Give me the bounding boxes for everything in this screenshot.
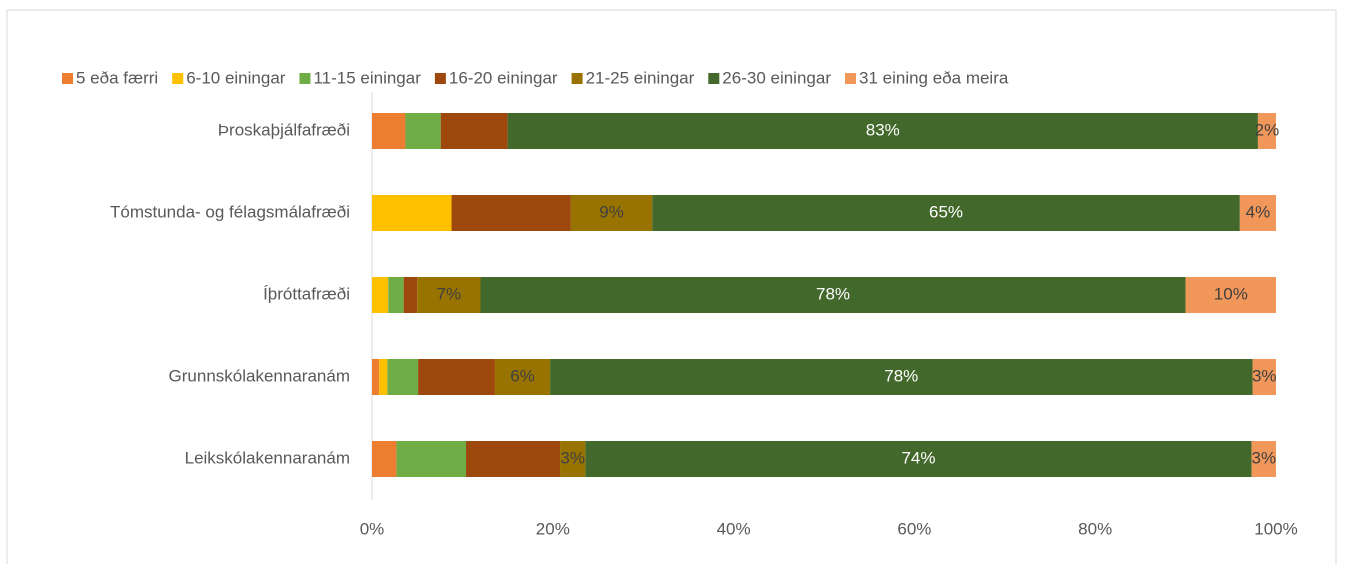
bar-segment [405, 113, 441, 149]
bar-segment [1257, 113, 1276, 149]
data-label: 83% [866, 120, 900, 139]
data-label: 3% [1252, 448, 1277, 467]
data-label: 10% [1214, 284, 1248, 303]
data-label: 7% [437, 284, 462, 303]
legend-swatch [434, 73, 446, 84]
bar-segment [1251, 441, 1276, 477]
y-tick-label: Grunnskólakennaranám [169, 366, 350, 385]
bar-segment [585, 441, 1252, 477]
legend-label: 5 eða færri [76, 68, 158, 87]
y-tick-label: Íþróttafræði [263, 284, 350, 303]
legend-label: 31 eining eða meira [859, 68, 1009, 87]
bar-segment [1185, 277, 1276, 313]
legend-swatch [845, 73, 856, 84]
bar-segment [440, 113, 508, 149]
bar-segment [396, 441, 467, 477]
data-label: 4% [1246, 202, 1271, 221]
legend-swatch [299, 73, 311, 84]
bar-segment [466, 441, 561, 477]
data-label: 9% [599, 202, 624, 221]
x-tick-label: 60% [897, 519, 931, 538]
y-tick-label: Tómstunda- og félagsmálafræði [110, 202, 350, 221]
data-label: 2% [1255, 120, 1280, 139]
bar-segment [507, 113, 1258, 149]
bar-segment [570, 195, 653, 231]
y-tick-label: Þroskaþjálfafræði [218, 120, 350, 139]
bar-segment [418, 359, 495, 395]
x-tick-label: 80% [1078, 519, 1112, 538]
legend-label: 6-10 einingar [186, 68, 286, 87]
data-label: 78% [884, 366, 918, 385]
data-label: 78% [816, 284, 850, 303]
bar-segment [387, 359, 419, 395]
data-label: 3% [1252, 366, 1277, 385]
data-label: 6% [510, 366, 535, 385]
bar-segment [480, 277, 1186, 313]
bar-segment [372, 195, 452, 231]
legend-swatch [172, 73, 184, 84]
x-tick-label: 20% [536, 519, 570, 538]
x-tick-label: 0% [360, 519, 385, 538]
legend-label: 16-20 einingar [449, 68, 558, 87]
bar-segment [372, 113, 406, 149]
bar-segment [372, 359, 380, 395]
bar-segment [451, 195, 571, 231]
bar-segment [550, 359, 1253, 395]
bar-segment [652, 195, 1240, 231]
bar-segment [388, 277, 404, 313]
chart-frame [6, 9, 1337, 564]
y-tick-label: Leikskólakennaranám [185, 448, 350, 467]
legend-label: 26-30 einingar [722, 68, 831, 87]
bar-segment [372, 277, 389, 313]
bar-segment [403, 277, 418, 313]
legend-label: 11-15 einingar [313, 68, 421, 87]
legend-swatch [62, 73, 73, 84]
x-tick-label: 100% [1254, 519, 1297, 538]
bar-segment [1252, 359, 1276, 395]
bar-segment [1239, 195, 1276, 231]
bar-segment [379, 359, 388, 395]
data-label: 65% [929, 202, 963, 221]
data-label: 74% [901, 448, 935, 467]
legend-swatch [708, 73, 720, 84]
data-label: 3% [560, 448, 585, 467]
legend-swatch [571, 73, 583, 84]
legend-label: 21-25 einingar [586, 68, 695, 87]
bar-segment [417, 277, 481, 313]
x-tick-label: 40% [717, 519, 751, 538]
bar-segment [372, 441, 397, 477]
bar-segment [494, 359, 551, 395]
bar-segment [560, 441, 586, 477]
